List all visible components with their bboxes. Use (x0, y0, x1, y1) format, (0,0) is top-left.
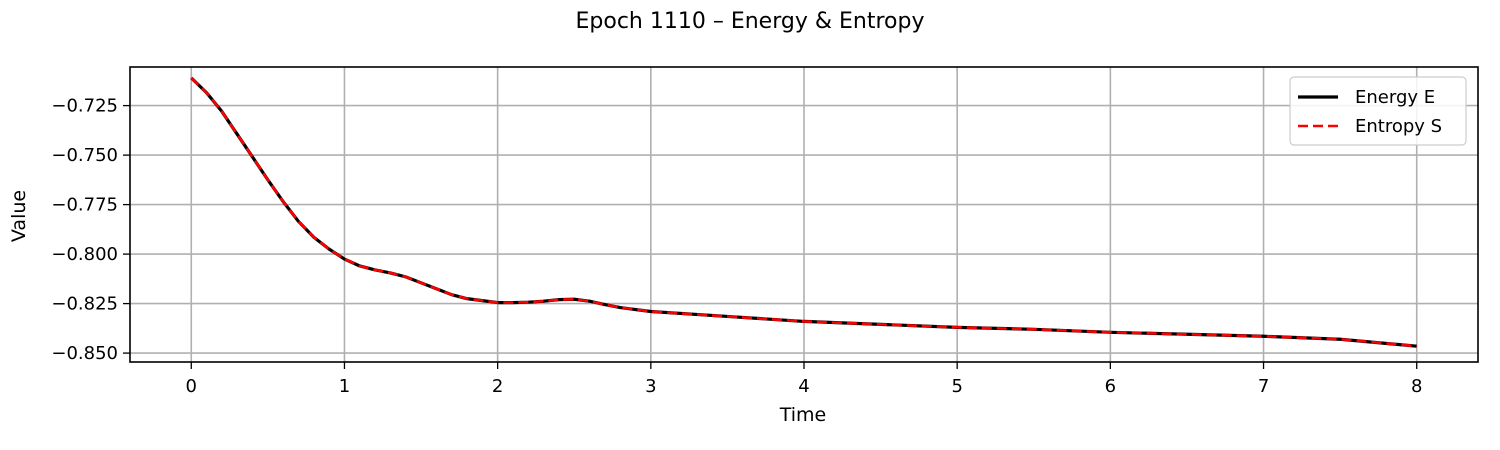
y-tick-label: −0.725 (51, 96, 118, 117)
y-tick: −0.775 (51, 195, 130, 216)
y-tick-label: −0.825 (51, 294, 118, 315)
x-tick: 8 (1411, 362, 1422, 397)
series-line-entropy (190, 76, 1417, 348)
x-tick: 0 (186, 362, 197, 397)
y-axis-label: Value (8, 190, 30, 242)
legend-label: Energy E (1355, 87, 1435, 108)
y-tick: −0.825 (51, 294, 130, 315)
y-tick: −0.800 (51, 244, 130, 265)
y-axis: −0.725 −0.750 −0.775 −0.800 −0.825 −0.850 (51, 96, 130, 364)
x-tick-label: 2 (492, 376, 503, 397)
series-layer (190, 76, 1417, 348)
x-tick: 4 (798, 362, 810, 397)
legend-label: Entropy S (1355, 116, 1442, 137)
x-tick-label: 3 (645, 376, 656, 397)
y-tick-label: −0.775 (51, 195, 118, 216)
x-tick: 6 (1105, 362, 1116, 397)
x-tick: 7 (1258, 362, 1269, 397)
legend-entry: Entropy S (1298, 116, 1442, 137)
x-axis-label: Time (779, 404, 827, 426)
x-tick: 5 (951, 362, 963, 397)
y-tick: −0.725 (51, 96, 130, 117)
chart-title: Epoch 1110 – Energy & Entropy (576, 9, 925, 34)
x-tick: 1 (339, 362, 350, 397)
x-tick-label: 0 (186, 376, 197, 397)
x-tick-label: 7 (1258, 376, 1269, 397)
grid (130, 67, 1478, 362)
legend-box (1289, 76, 1467, 146)
x-tick-label: 4 (798, 376, 809, 397)
x-tick: 3 (645, 362, 657, 397)
legend: Energy E Entropy S (1289, 76, 1467, 146)
x-tick-label: 1 (339, 376, 350, 397)
legend-entry: Energy E (1298, 87, 1435, 108)
y-tick: −0.850 (51, 343, 130, 364)
y-tick-label: −0.850 (51, 343, 118, 364)
x-axis: 0 1 2 3 4 5 6 7 8 (186, 362, 1422, 397)
y-tick: −0.750 (51, 145, 130, 166)
x-tick: 2 (492, 362, 503, 397)
y-tick-label: −0.750 (51, 145, 118, 166)
x-tick-label: 5 (951, 376, 962, 397)
x-tick-label: 8 (1411, 376, 1422, 397)
y-tick-label: −0.800 (51, 244, 118, 265)
x-tick-label: 6 (1105, 376, 1116, 397)
